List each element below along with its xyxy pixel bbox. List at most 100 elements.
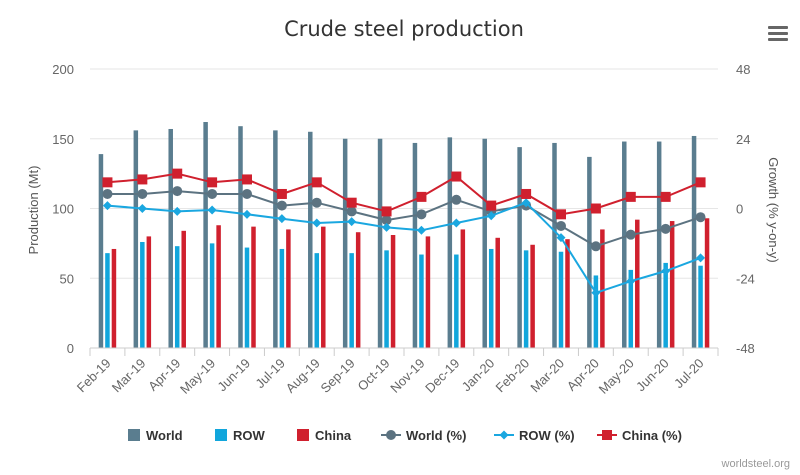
y-tick-label: 200 (52, 62, 74, 77)
world-bar (203, 122, 208, 348)
row-bar (698, 265, 703, 348)
china-bar (530, 244, 535, 348)
row-point (416, 225, 426, 235)
china-point (172, 168, 183, 179)
world-bar (342, 138, 348, 348)
row-bar (209, 243, 215, 348)
x-tick-label: Mar-19 (109, 356, 149, 396)
row-bar (558, 251, 564, 348)
china-bar (216, 225, 221, 348)
china-point (660, 191, 671, 202)
world-bar (587, 156, 592, 348)
row-point (172, 206, 182, 216)
row-point (242, 209, 252, 219)
world-point (556, 220, 566, 231)
china-point (381, 206, 392, 217)
legend-marker-china (602, 430, 612, 440)
china-bar (321, 226, 326, 348)
world-point (207, 188, 218, 199)
world-bar (377, 138, 383, 348)
world-bar (482, 138, 487, 348)
legend-swatch-world (128, 429, 140, 441)
legend-swatch-china (297, 429, 309, 441)
china-point (451, 171, 462, 182)
x-tick-label: Nov-19 (387, 356, 427, 396)
world-point (172, 186, 183, 197)
y-tick-label: 150 (52, 132, 74, 147)
china-bar (146, 236, 152, 348)
china-point (242, 174, 252, 185)
world-point (311, 197, 322, 208)
world-bar (412, 142, 418, 348)
y-tick-label: 50 (60, 271, 74, 286)
legend-label-row: ROW (233, 428, 266, 443)
china-point (590, 203, 601, 214)
row-point (521, 198, 531, 208)
world-point (625, 229, 636, 240)
y2-tick-label: 48 (736, 62, 750, 77)
row-point (207, 205, 217, 215)
legend: World ROW China World (%) ROW (%) China (%) (128, 428, 682, 443)
x-tick-label: May-19 (177, 356, 218, 397)
row-point (312, 218, 322, 228)
x-tick-label: Jan-20 (459, 356, 498, 395)
china-bar (704, 218, 710, 348)
row-point (382, 222, 392, 232)
legend-marker-row (499, 430, 509, 440)
china-point (346, 197, 357, 208)
row-bar (384, 250, 389, 348)
china-bar (565, 239, 570, 348)
legend-label-world: World (146, 428, 183, 443)
china-point (695, 177, 706, 188)
world-bar (656, 141, 662, 348)
lines (102, 168, 706, 298)
china-bar (669, 221, 675, 348)
china-point (311, 177, 322, 188)
world-bar (308, 131, 313, 348)
china-point (556, 209, 566, 220)
china-point (486, 200, 497, 211)
x-tick-label: Mar-20 (527, 356, 567, 396)
world-bar (622, 141, 627, 348)
row-point (591, 288, 601, 298)
y2-tick-label: 24 (736, 132, 750, 147)
row-point (661, 266, 671, 276)
row-point (102, 201, 112, 211)
china-point (207, 177, 218, 188)
credit-text[interactable]: worldsteel.org (721, 458, 790, 470)
row-bar (105, 253, 110, 348)
x-tick-label: Jun-19 (214, 356, 253, 395)
hamburger-menu-icon[interactable] (768, 26, 788, 41)
world-bar (273, 130, 278, 348)
world-point (660, 223, 671, 234)
world-bar (447, 137, 453, 348)
row-bar (523, 250, 529, 348)
row-point (556, 233, 566, 243)
china-bar (425, 236, 431, 348)
world-point (137, 188, 148, 199)
china-line (107, 172, 701, 216)
row-bar (419, 254, 424, 348)
world-point (381, 215, 392, 226)
left-axis-ticks: 0 50 100 150 200 (52, 62, 74, 356)
row-point (277, 214, 287, 224)
world-point (590, 241, 601, 252)
x-tick-label: Sep-19 (318, 356, 358, 396)
world-point (242, 188, 252, 199)
world-bar (517, 147, 522, 348)
y-axis-title: Production (Mt) (26, 166, 41, 255)
y2-axis-title: Growth (% y-on-y) (766, 157, 781, 262)
row-bar (174, 246, 180, 348)
china-point (521, 188, 532, 199)
y-tick-label: 0 (67, 341, 74, 356)
world-line (107, 190, 701, 248)
china-point (625, 191, 636, 202)
china-bar (495, 237, 500, 348)
legend-marker-world (386, 430, 396, 440)
world-bar (691, 135, 697, 348)
row-bar (628, 269, 634, 348)
row-bar (349, 253, 354, 348)
row-bar (454, 254, 459, 348)
y-tick-label: 100 (52, 202, 74, 217)
